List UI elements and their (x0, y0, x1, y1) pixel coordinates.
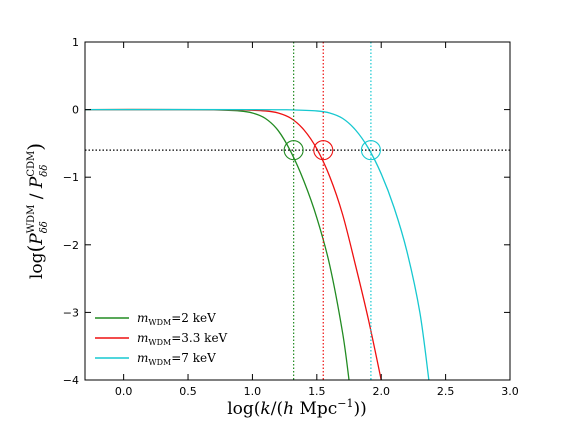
intersection-marker-3 (360, 140, 381, 161)
series-line-3 (85, 108, 430, 380)
plot-area (85, 42, 510, 380)
x-tick-label-2: 1.0 (244, 385, 262, 398)
axes-layer (84, 41, 511, 381)
reference-lines-layer (85, 42, 510, 380)
legend-label-2: mWDM=3.3 keV (137, 331, 228, 347)
axes-frame (84, 41, 511, 381)
intersection-marker-2 (313, 140, 334, 161)
series-layer (85, 108, 430, 380)
legend-label-1: mWDM=2 keV (137, 311, 216, 327)
x-tick-label-3: 1.5 (308, 385, 326, 398)
legend-label-3: mWDM=7 keV (137, 351, 216, 367)
y-tick-label-3: −1 (63, 171, 79, 184)
y-tick-label-5: 1 (72, 36, 79, 49)
intersection-marker-1 (283, 140, 304, 161)
y-tick-label-4: 0 (72, 104, 79, 117)
x-tick-label-4: 2.0 (372, 385, 390, 398)
y-tick-label-0: −4 (63, 374, 79, 387)
y-tick-label-1: −3 (63, 306, 79, 319)
x-axis-label: log(k/(h Mpc−1)) (227, 397, 367, 419)
legend: mWDM=2 keV mWDM=3.3 keV mWDM=7 keV (95, 311, 228, 367)
y-tick-label-2: −2 (63, 239, 79, 252)
ticks-layer: 0.0 0.5 1.0 1.5 2.0 2.5 3.0 −4 −3 −2 −1 0 1 (63, 36, 519, 398)
x-tick-label-6: 3.0 (501, 385, 519, 398)
x-tick-label-0: 0.0 (115, 385, 133, 398)
x-tick-label-1: 0.5 (179, 385, 197, 398)
x-tick-label-5: 2.5 (437, 385, 455, 398)
y-axis-label: log(PδδWDM / PδδCDM) (23, 143, 50, 279)
